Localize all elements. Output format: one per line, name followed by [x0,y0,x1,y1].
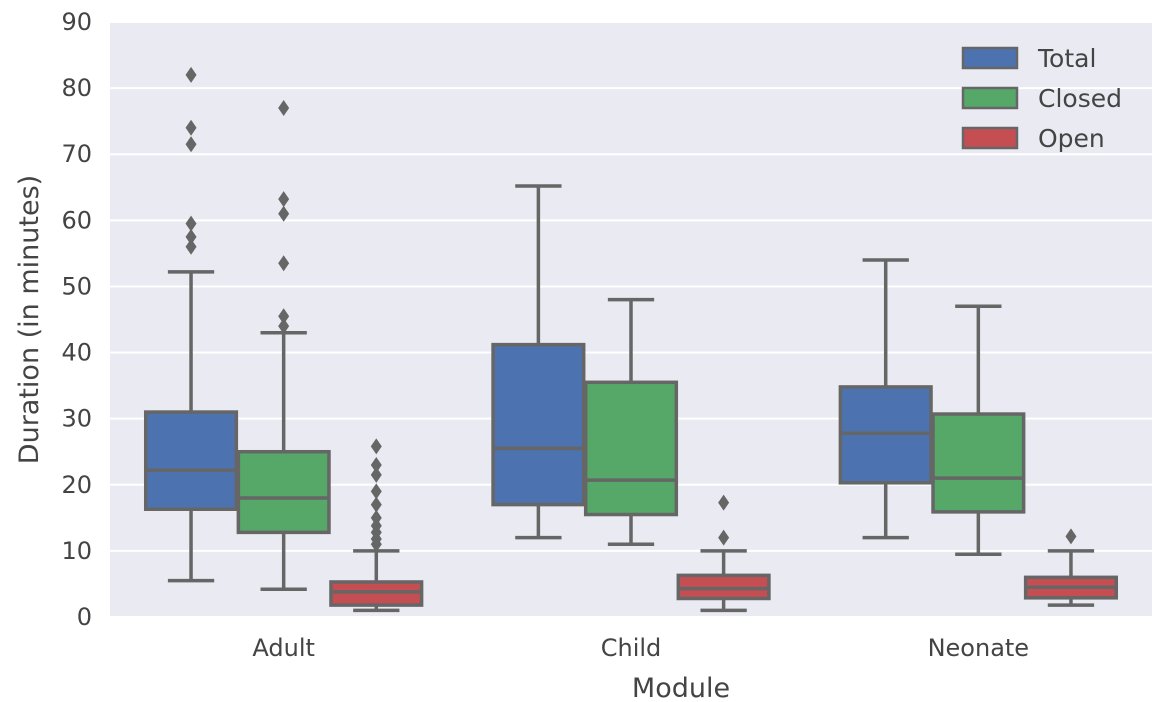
outlier-point [185,238,197,255]
outlier-point [1065,528,1077,545]
y-tick-label: 80 [61,74,92,102]
box-closed-adult [236,99,331,591]
outlier-point [370,438,382,455]
box-total-child [491,184,586,540]
outlier-point [718,494,730,511]
outlier-point [278,191,290,208]
outlier-point [718,529,730,546]
y-tick-label: 70 [61,140,92,168]
legend-label-total: Total [1037,44,1096,73]
box-open-child [676,494,771,613]
outlier-point [278,318,290,335]
y-tick-label: 10 [61,537,92,565]
box-open-neonate [1023,528,1119,607]
box-total-neonate [838,258,933,540]
y-tick-label: 50 [61,272,92,300]
box-body [931,412,1026,514]
outlier-point [278,205,290,222]
outlier-point [278,255,290,272]
outlier-point [185,66,197,83]
y-tick-label: 20 [61,471,92,499]
box-body [583,380,679,517]
box-body [143,410,239,511]
x-tick-label: Adult [252,634,315,662]
box-open-adult [329,438,424,613]
x-tick-label: Child [601,634,662,662]
outlier-point [370,456,382,473]
outlier-point [370,466,382,483]
legend: Total Closed Open [961,44,1122,153]
y-axis-ticks: 0 10 20 30 40 50 60 70 80 90 [61,8,92,631]
outlier-point [278,308,290,325]
box-closed-child [583,297,679,547]
outlier-point [185,215,197,232]
legend-swatch-total [961,46,1019,70]
box-total-adult [143,66,239,583]
outlier-point [370,509,382,526]
box-body [236,449,331,535]
y-tick-label: 90 [61,8,92,36]
y-tick-label: 40 [61,339,92,367]
y-axis-title: Duration (in minutes) [14,175,45,464]
outlier-point [278,99,290,116]
legend-swatch-closed [961,86,1019,110]
y-tick-label: 60 [61,206,92,234]
outlier-point [185,228,197,245]
x-tick-label: Neonate [928,634,1030,662]
legend-label-open: Open [1038,124,1105,153]
x-axis-ticks: Adult Child Neonate [252,634,1029,662]
legend-label-closed: Closed [1038,84,1122,113]
box-body [491,342,586,507]
x-axis-title: Module [632,673,730,702]
boxes-layer [143,66,1119,613]
outlier-point [370,483,382,500]
y-tick-label: 30 [61,405,92,433]
box-closed-neonate [931,304,1026,556]
outlier-point [185,136,197,153]
outlier-point [185,119,197,136]
outlier-point [370,496,382,513]
legend-swatch-open [961,126,1019,150]
y-tick-label: 0 [77,603,92,631]
